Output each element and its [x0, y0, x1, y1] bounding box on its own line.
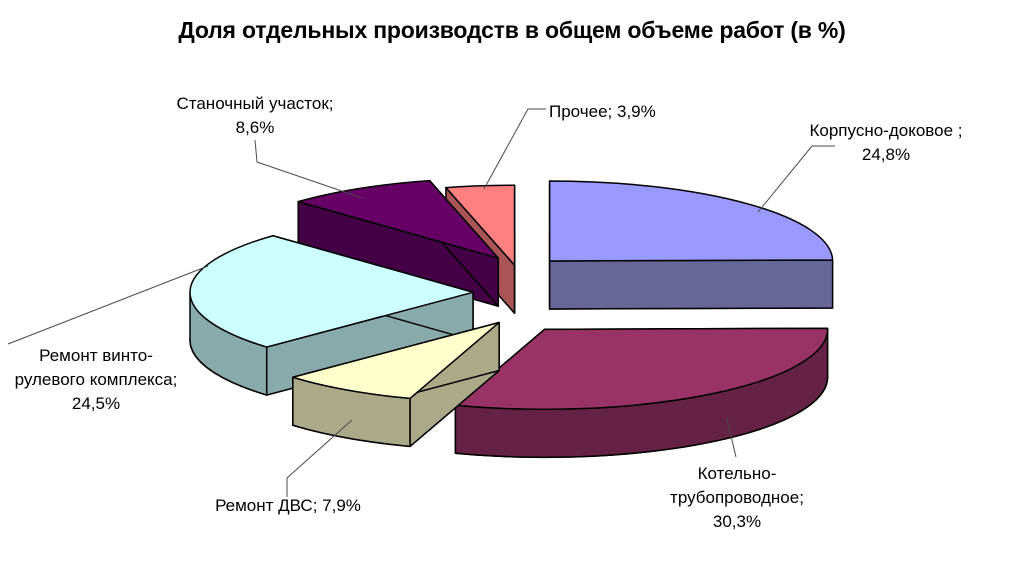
pie-slice-korpusno-dokovoe [548, 180, 834, 310]
pie-slice-top [548, 180, 834, 262]
slice-percent: 24,8% [861, 145, 911, 164]
slice-percent: 30,3% [712, 512, 762, 531]
slice-percent: 7,9% [322, 496, 361, 515]
leader-line-remont-dvs [286, 419, 353, 497]
slice-label-text: Станочный участок; [176, 94, 334, 113]
pie-slice-remont-vinto-rulevogo-kompleksa [189, 234, 474, 396]
slice-label-kotelno-truboprovodnoe: Котельно- трубопроводное; 30,3% [645, 462, 829, 534]
pie-slice-top [292, 321, 500, 400]
pie-slice-top [454, 327, 829, 411]
pie-slice-remont-dvs [292, 321, 500, 448]
leader-line-kotelno-truboprovodnoe [726, 418, 737, 458]
pie-slice-side-wall [548, 259, 834, 310]
leader-line-prochee [483, 108, 546, 190]
pie-slice-top [297, 179, 500, 259]
chart-title: Доля отдельных производств в общем объем… [178, 17, 846, 43]
slice-label-text: рулевого комплекса; [14, 370, 178, 389]
pie-slice-top [189, 234, 474, 348]
slice-percent: 3,9% [616, 102, 656, 121]
leader-line-remont-vinto-rulevogo-kompleksa [7, 265, 209, 345]
slice-percent: 24,5% [71, 394, 121, 413]
slice-label-text: Прочее; [549, 102, 613, 121]
slice-label-text: трубопроводное; [670, 488, 804, 507]
slice-label-text: Корпусно-доковое ; [809, 121, 963, 140]
pie-slice-kotelno-truboprovodnoe [454, 327, 829, 459]
slice-label-prochee: Прочее; 3,9% [549, 100, 699, 124]
slice-label-remont-vinto-rulevogo-kompleksa: Ремонт винто- рулевого комплекса; 24,5% [0, 344, 192, 416]
slice-label-stanochnyy-uchastok: Станочный участок; 8,6% [149, 92, 361, 140]
slice-percent: 8,6% [235, 118, 275, 137]
slice-label-korpusno-dokovoe: Корпусно-доковое ; 24,8% [776, 119, 996, 167]
slice-label-text: Котельно- [697, 464, 777, 483]
pie-slice-top [445, 184, 516, 266]
slice-label-text: Ремонт ДВС; [215, 496, 318, 515]
slice-label-text: Ремонт винто- [39, 346, 153, 365]
slice-label-remont-dvs: Ремонт ДВС; 7,9% [190, 494, 386, 518]
leader-line-stanochnyy-uchastok [254, 139, 363, 199]
leader-line-korpusno-dokovoe [757, 145, 835, 213]
